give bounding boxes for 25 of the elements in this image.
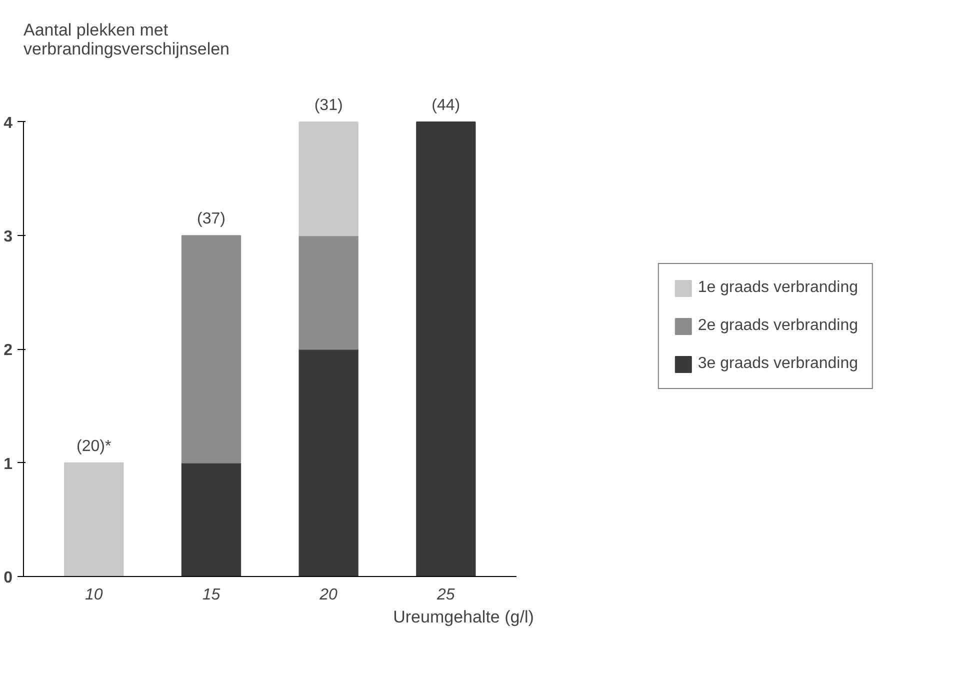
legend-label: 3e graads verbranding	[698, 355, 858, 373]
y-axis-title: Aantal plekken met verbrandingsverschijnselen	[24, 20, 230, 58]
annotation: (37)	[197, 210, 226, 228]
legend-label: 1e graads verbranding	[698, 279, 858, 297]
annotation: (31)	[314, 96, 343, 114]
annotation: (20)*	[76, 438, 112, 455]
y-tick-label: 2	[4, 342, 13, 360]
bar	[64, 462, 124, 576]
bar	[181, 235, 242, 464]
annotation: (44)	[432, 96, 460, 114]
x-tick-label: 25	[436, 586, 455, 604]
bar	[181, 462, 242, 576]
bar	[298, 121, 358, 236]
y-tick-label: 4	[4, 114, 13, 132]
bar	[298, 235, 358, 350]
y-tick-label: 0	[4, 570, 13, 586]
y-tick-label: 3	[4, 228, 13, 246]
x-tick-label: 10	[85, 586, 103, 604]
x-axis-title: Ureumgehalte (g/l)	[393, 608, 534, 626]
bar	[298, 348, 358, 576]
x-tick-label: 15	[202, 586, 220, 604]
bar	[416, 121, 476, 576]
y-tick-label: 1	[4, 456, 13, 473]
legend-label: 2e graads verbranding	[698, 317, 858, 335]
x-tick-label: 20	[318, 586, 338, 604]
